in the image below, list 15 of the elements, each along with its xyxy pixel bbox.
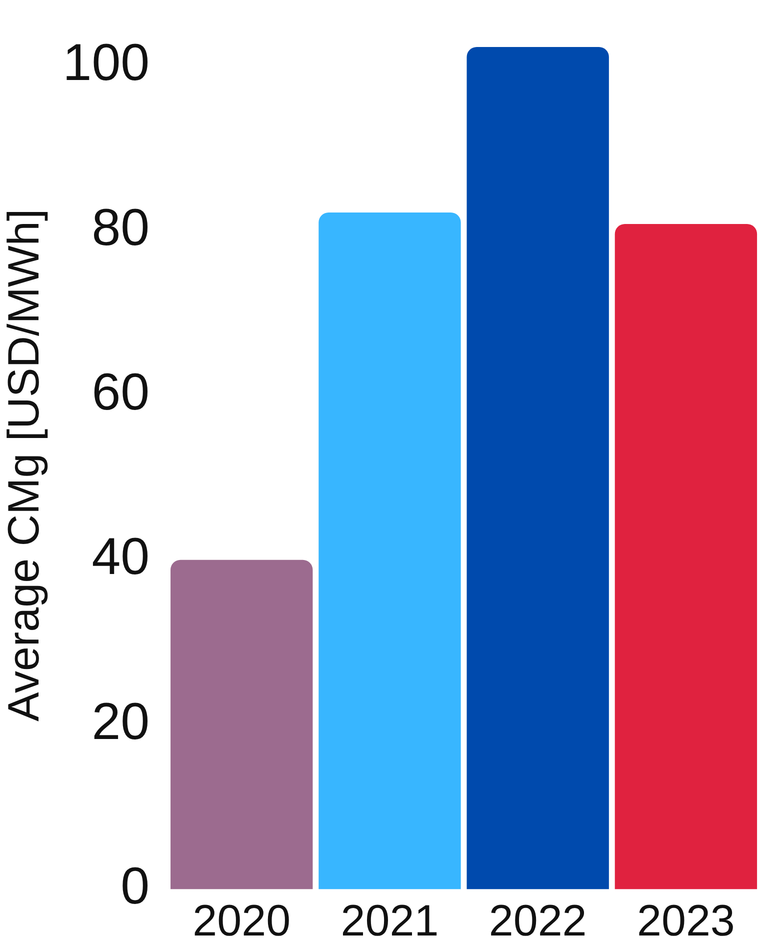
y-tick-label: 40 [92,528,150,586]
y-axis-title: Average CMg [USD/MWh] [0,208,49,722]
bar [614,224,758,890]
x-tick-label: 2023 [637,896,735,946]
y-tick-label: 0 [120,858,150,916]
y-tick-label: 20 [92,692,150,751]
x-tick-label: 2021 [340,896,439,946]
y-tick-label: 100 [62,34,150,92]
y-tick-label: 60 [92,364,150,422]
y-tick-label: 80 [92,198,150,257]
bar [466,46,609,890]
x-tick-label: 2020 [192,896,291,946]
bar [170,560,313,890]
x-tick-label: 2022 [488,896,587,946]
bar [318,212,461,890]
